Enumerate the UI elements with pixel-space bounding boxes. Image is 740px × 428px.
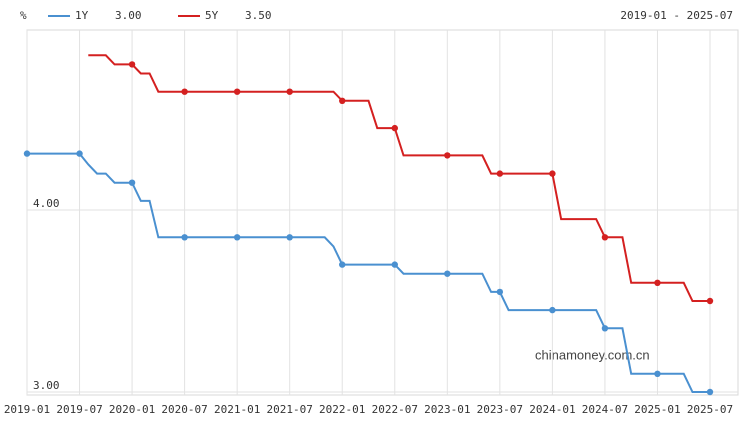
series-point [601,325,609,332]
series-point [706,388,714,396]
range-label: 2019-01 - 2025-07 [620,9,733,22]
series-point [128,61,136,68]
series-point [76,150,83,157]
series-point [391,124,398,132]
x-tick-label: 2023-01 [424,403,470,416]
legend-label: 1Y [75,9,89,22]
series-point [706,297,714,305]
legend-label: 5Y [205,9,219,22]
legend-value: 3.00 [115,9,142,22]
y-tick-label: 4.00 [33,197,60,210]
series-point [339,261,346,268]
legend-value: 3.50 [245,9,272,22]
x-tick-label: 2024-07 [582,403,628,416]
series-point [233,88,241,95]
series-line [27,152,710,393]
series-point [549,306,556,314]
x-tick-label: 2020-07 [161,403,207,416]
x-tick-label: 2022-07 [372,403,418,416]
series-point [444,152,451,159]
y-tick-label: 3.00 [33,379,60,392]
x-tick-label: 2022-01 [319,403,365,416]
x-tick-label: 2020-01 [109,403,155,416]
series-point [181,88,188,95]
series-point [654,370,661,377]
x-tick-label: 2025-01 [634,403,680,416]
series-point [391,261,398,268]
plot-frame [26,29,739,396]
series-point [286,234,293,241]
unit-label: % [20,9,27,22]
series-point [444,270,451,277]
x-tick-label: 2024-01 [529,403,575,416]
x-tick-label: 2025-07 [687,403,733,416]
series-point [339,97,346,105]
series-point [23,150,31,157]
series-point [601,234,609,241]
series-point [233,234,241,241]
x-tick-label: 2023-07 [477,403,523,416]
x-tick-label: 2021-01 [214,403,260,416]
series-point [181,234,188,241]
x-tick-label: 2019-07 [56,403,102,416]
x-tick-label: 2019-01 [4,403,50,416]
series-point [654,279,661,286]
x-tick-label: 2021-07 [267,403,313,416]
watermark: chinamoney.com.cn [535,347,650,362]
series-point [549,170,556,177]
series-point [496,288,504,296]
series-point [496,170,504,177]
series-point [128,179,136,186]
series-point [286,88,293,95]
